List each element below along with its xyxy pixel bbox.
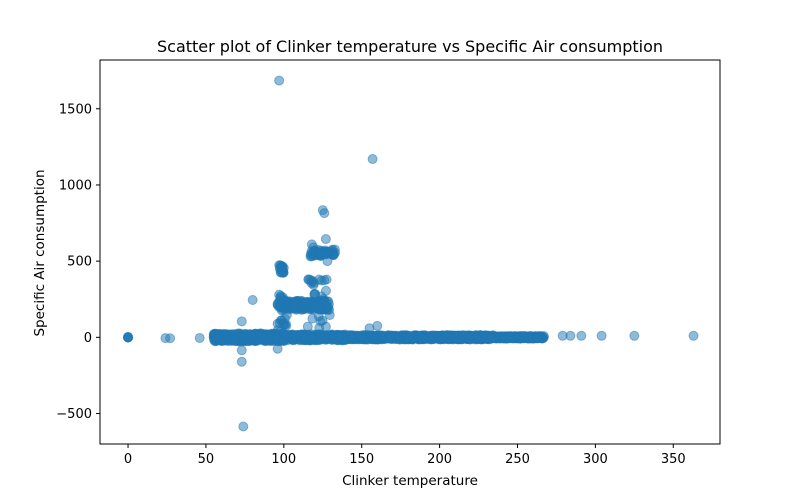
scatter-point [356, 332, 367, 343]
scatter-point [385, 332, 396, 343]
y-tick-label: 1500 [59, 102, 92, 117]
scatter-point [307, 313, 318, 324]
scatter-point [279, 328, 290, 339]
scatter-point [165, 333, 176, 344]
scatter-point [596, 330, 607, 341]
x-tick-label: 50 [198, 452, 215, 467]
scatter-point [442, 331, 453, 342]
scatter-point [523, 332, 534, 343]
scatter-point [272, 343, 283, 354]
scatter-point [368, 332, 379, 343]
scatter-point [413, 331, 424, 342]
scatter-point [314, 322, 325, 333]
scatter-point [272, 318, 283, 329]
data-points [123, 75, 699, 432]
x-tick-label: 200 [427, 452, 452, 467]
scatter-point [426, 333, 437, 344]
scatter-point [364, 323, 375, 334]
scatter-point [194, 332, 205, 343]
scatter-point [335, 330, 346, 340]
scatter-point [688, 330, 699, 341]
scatter-point [123, 332, 134, 343]
y-tick-label: 0 [84, 331, 92, 346]
scatter-point [319, 275, 330, 286]
scatter-point [322, 256, 333, 267]
scatter-point [274, 289, 285, 300]
scatter-point [236, 356, 247, 367]
scatter-point [317, 249, 328, 260]
scatter-point [287, 329, 298, 340]
chart-title: Scatter plot of Clinker temperature vs S… [157, 37, 663, 56]
scatter-point [576, 330, 587, 341]
scatter-point [247, 295, 258, 305]
scatter-point [302, 321, 313, 332]
scatter-point [532, 333, 543, 344]
scatter-point [303, 274, 314, 285]
x-tick-label: 250 [505, 452, 530, 467]
y-tick-label: 500 [67, 255, 92, 270]
scatter-point [316, 297, 327, 308]
scatter-point [565, 330, 576, 341]
scatter-point [259, 332, 270, 343]
scatter-point [319, 208, 330, 219]
scatter-point [307, 332, 318, 343]
scatter-point [367, 154, 378, 165]
scatter-point [276, 261, 287, 272]
y-tick-label: 1000 [59, 178, 92, 193]
scatter-point [307, 297, 318, 308]
scatter-point [347, 333, 358, 344]
axes-frame [99, 59, 721, 445]
scatter-point [274, 75, 285, 86]
scatter-point [308, 242, 319, 253]
x-axis-label: Clinker temperature [342, 473, 478, 489]
scatter-point [629, 330, 640, 341]
x-tick-label: 350 [661, 452, 686, 467]
x-tick-label: 300 [583, 452, 608, 467]
axes: 0 50 100 150 200 250 300 350 −500 0 500 1000 1500 [56, 59, 721, 467]
y-tick-label: −500 [56, 407, 92, 422]
scatter-point [486, 332, 496, 343]
scatter-point [212, 333, 223, 344]
scatter-point [238, 421, 249, 432]
x-tick-label: 100 [271, 452, 296, 467]
scatter-point [324, 304, 335, 315]
scatter-point [403, 331, 414, 342]
scatter-point [229, 334, 240, 345]
y-axis-label: Specific Air consumption [32, 169, 48, 336]
scatter-point [504, 331, 515, 342]
scatter-point [465, 330, 476, 341]
scatter-point [236, 316, 247, 327]
scatter-point [236, 345, 247, 356]
scatter-point [310, 289, 321, 300]
x-tick-label: 150 [349, 452, 374, 467]
x-tick-label: 0 [124, 452, 132, 467]
scatter-point [320, 234, 331, 245]
